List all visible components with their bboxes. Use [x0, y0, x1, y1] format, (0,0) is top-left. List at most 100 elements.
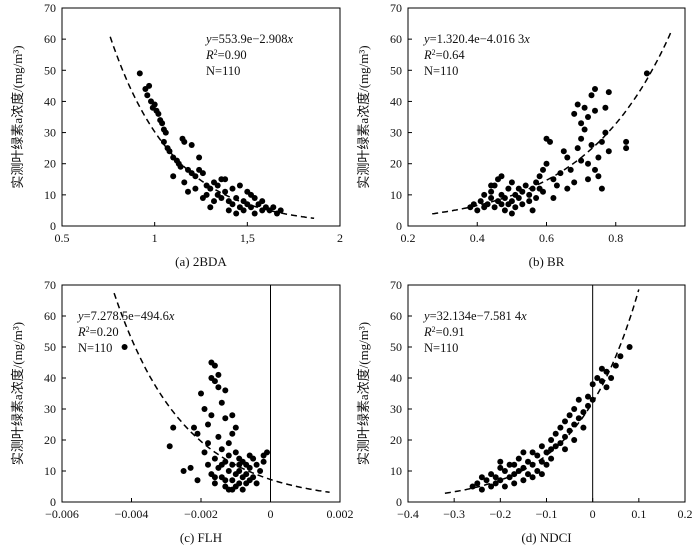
data-point	[229, 412, 236, 419]
y-tick-label: 10	[390, 464, 402, 478]
data-point	[497, 477, 504, 484]
fit-equation: y=553.9e−2.908x	[204, 32, 294, 46]
data-point	[529, 461, 536, 468]
data-point	[229, 185, 236, 192]
data-point	[511, 461, 518, 468]
data-point	[260, 458, 267, 465]
data-point	[201, 449, 208, 456]
data-point	[259, 198, 266, 205]
data-point	[520, 477, 527, 484]
data-point	[239, 486, 246, 493]
data-point	[192, 185, 199, 192]
data-point	[469, 483, 476, 490]
data-point	[501, 195, 508, 201]
y-tick-label: 30	[390, 126, 402, 140]
data-point	[229, 486, 236, 493]
data-point	[264, 449, 270, 456]
y-tick-label: 70	[390, 1, 402, 15]
data-point	[589, 396, 596, 403]
data-point	[548, 446, 555, 453]
data-point	[236, 461, 243, 468]
data-point	[598, 138, 605, 145]
data-point	[598, 185, 605, 192]
data-point	[248, 191, 254, 198]
data-point	[160, 138, 167, 145]
data-point	[477, 198, 484, 205]
data-point	[543, 160, 550, 167]
data-point	[218, 446, 225, 453]
data-point	[525, 471, 531, 478]
data-point	[567, 166, 574, 173]
data-point	[595, 154, 602, 161]
data-point	[170, 424, 177, 431]
x-tick-label: 0.002	[327, 507, 354, 521]
r-squared-label: R2=0.90	[205, 48, 247, 63]
data-point	[520, 449, 527, 456]
data-point	[603, 368, 610, 375]
data-point	[253, 461, 260, 468]
data-point	[505, 185, 512, 192]
data-point	[488, 483, 495, 490]
data-point	[211, 362, 218, 369]
data-point	[540, 166, 546, 173]
data-point	[225, 207, 232, 214]
y-tick-label: 10	[390, 188, 402, 202]
data-point	[159, 120, 166, 127]
data-point	[580, 409, 587, 416]
data-point	[492, 474, 499, 481]
data-point	[643, 70, 650, 77]
y-tick-label: 50	[44, 63, 56, 77]
y-tick-label: 50	[390, 63, 402, 77]
data-point	[574, 101, 581, 108]
data-point	[225, 452, 232, 459]
y-tick-label: 40	[390, 371, 402, 385]
data-point	[233, 210, 240, 217]
data-point	[536, 185, 543, 192]
data-point	[162, 129, 169, 136]
data-point	[144, 92, 151, 99]
data-point	[136, 70, 143, 77]
data-point	[566, 427, 573, 434]
data-point	[585, 393, 591, 400]
data-point	[277, 207, 284, 214]
data-point	[214, 182, 221, 189]
data-point	[543, 461, 550, 468]
data-point	[236, 468, 243, 474]
data-point	[211, 378, 218, 385]
x-tick-label: −0.2	[489, 507, 511, 521]
data-point	[166, 443, 173, 450]
data-point	[506, 461, 513, 468]
data-point	[557, 440, 564, 447]
data-point	[225, 440, 232, 447]
data-point	[522, 182, 529, 189]
data-point	[229, 430, 236, 437]
fit-curve	[113, 292, 330, 494]
fit-equation: y=7.278.5e−494.6x	[76, 309, 175, 323]
data-point	[180, 468, 187, 474]
data-point	[536, 173, 543, 180]
data-point	[215, 371, 222, 378]
x-tick-label: −0.4	[397, 507, 419, 521]
data-point	[602, 129, 609, 136]
data-point	[166, 148, 173, 155]
data-point	[534, 452, 541, 459]
y-axis-label: 实测叶绿素a浓度/(mg/m³)	[10, 322, 25, 465]
data-point	[515, 195, 522, 201]
data-point	[575, 396, 582, 403]
data-point	[232, 449, 239, 456]
data-point	[196, 154, 203, 161]
data-point	[550, 195, 557, 201]
data-point	[574, 145, 581, 152]
y-tick-label: 60	[390, 309, 402, 323]
data-point	[506, 474, 513, 481]
data-point	[617, 353, 624, 360]
panel-caption: (d) NDCI	[521, 530, 571, 545]
sample-size-label: N=110	[424, 64, 458, 78]
y-tick-label: 0	[50, 495, 56, 509]
data-point	[571, 437, 578, 443]
data-point	[571, 421, 578, 428]
data-point	[253, 480, 260, 487]
data-point	[512, 204, 519, 211]
data-point	[222, 387, 229, 394]
data-point	[538, 471, 545, 478]
